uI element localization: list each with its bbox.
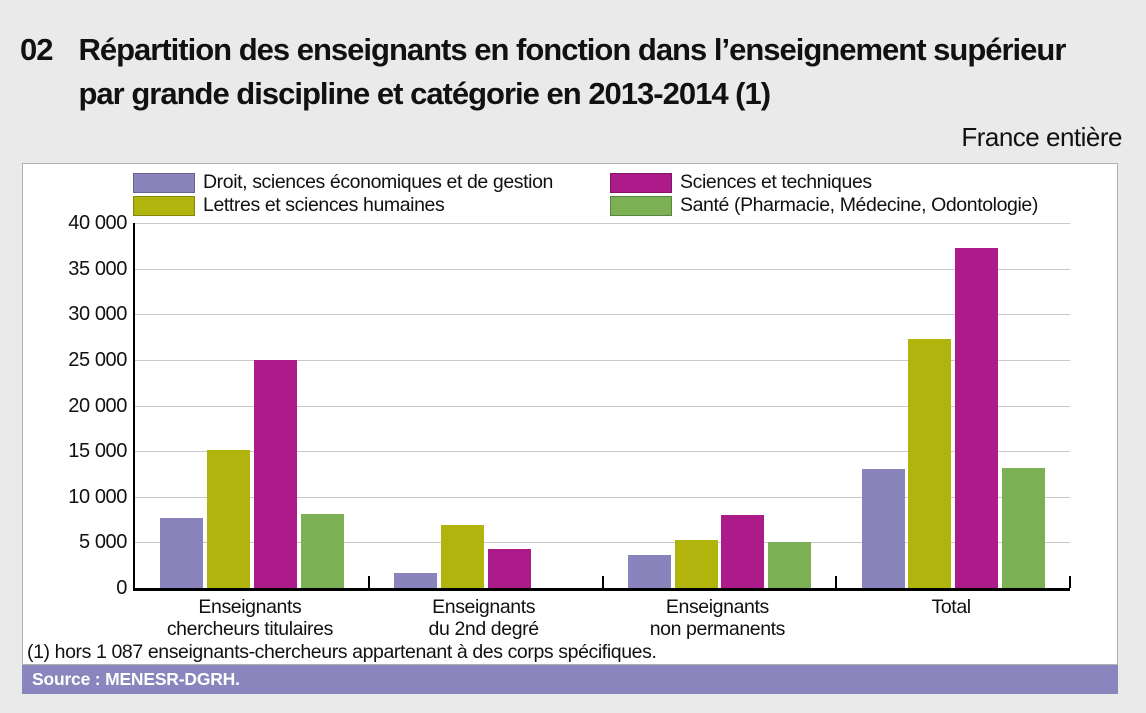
gridline [135,223,1070,224]
x-category-label-line: non permanents [649,617,786,640]
x-category-label-line: Enseignants [665,596,769,618]
chart-header: 02 Répartition des enseignants en foncti… [20,28,1098,116]
plot-area [133,223,1071,591]
legend-label: Lettres et sciences humaines [203,194,445,216]
gridline [135,359,1070,361]
legend-item: Santé (Pharmacie, Médecine, Odontologie) [610,194,1038,217]
figure-number: 02 [20,32,53,67]
bar-slot [486,223,533,588]
bar-slot [439,223,486,588]
chart-panel: Droit, sciences économiques et de gestio… [22,163,1118,665]
region-label: France entière [961,122,1122,152]
bar [487,548,531,588]
x-category-label: Enseignants du 2nd degré [367,596,601,640]
bar-group [603,223,837,588]
legend-swatch [133,195,195,216]
bar-slot [392,223,439,588]
legend-label: Droit, sciences économiques et de gestio… [203,171,553,193]
bar-slot [1000,223,1047,588]
legend-item: Sciences et techniques [610,171,1038,194]
bar-group [836,223,1070,588]
page-title: Répartition des enseignants en fonction … [78,32,1066,111]
bar-slot [299,223,346,588]
bar [955,247,998,588]
bar [253,359,297,588]
y-tick-label: 0 [116,577,127,599]
legend-label: Santé (Pharmacie, Médecine, Odontologie) [680,194,1038,216]
bar [440,525,484,588]
bar-slot [158,223,205,588]
bar-group [369,223,603,588]
bar [160,517,204,588]
legend-swatch [610,195,672,216]
legend-column-right: Sciences et techniques Santé (Pharmacie, … [610,171,1038,217]
legend-swatch [133,172,195,193]
x-category-label-line: Enseignants [432,596,536,618]
x-category-label: Total [834,596,1068,619]
chart-panel-wrap: Droit, sciences économiques et de gestio… [22,163,1118,694]
bar [207,450,250,588]
bar-slot [626,223,673,588]
gridline [135,405,1070,407]
x-axis-tick [1069,576,1071,588]
x-axis-tick [601,576,604,588]
bar [861,469,905,588]
footnote: (1) hors 1 087 enseignants-chercheurs ap… [27,641,657,663]
legend-column-left: Droit, sciences économiques et de gestio… [133,171,553,217]
gridline [135,542,1070,544]
y-tick-label: 25 000 [68,348,127,371]
bar [394,572,437,588]
bar [908,338,952,588]
bar [300,514,344,588]
bar-slot [860,223,907,588]
y-tick-label: 5 000 [78,531,127,554]
bar [1001,468,1045,588]
legend-item: Droit, sciences économiques et de gestio… [133,171,553,194]
legend-label: Sciences et techniques [680,171,872,193]
bar [768,542,811,588]
x-category-label: Enseignants non permanents [601,596,835,640]
legend-swatch [610,172,672,193]
x-category-label-line: Enseignants [198,596,302,618]
gridline [135,451,1070,453]
bar-group [135,223,369,588]
x-category-label-line: chercheurs titulaires [166,617,333,640]
x-category-label-line: du 2nd degré [428,617,540,640]
bar-slot [719,223,766,588]
bar-slot [953,223,1000,588]
y-tick-label: 30 000 [68,303,127,326]
bar [721,515,765,588]
bar-slot [673,223,720,588]
x-category-label-line: Total [931,596,972,618]
gridline [135,314,1070,316]
source-bar: Source : MENESR-DGRH. [22,665,1118,694]
legend-item: Lettres et sciences humaines [133,194,553,217]
y-tick-label: 40 000 [68,212,127,234]
gridline [135,268,1070,270]
gridline [135,496,1070,498]
x-axis-tick [835,576,838,588]
x-category-label: Enseignants chercheurs titulaires [133,596,367,640]
bar-slot [906,223,953,588]
bar-slot [205,223,252,588]
bar [674,539,718,588]
bar-slot [766,223,813,588]
x-axis-tick [367,576,370,588]
y-tick-label: 10 000 [68,485,127,508]
bar [627,555,671,588]
y-tick-label: 35 000 [68,257,127,280]
y-tick-label: 20 000 [68,394,127,417]
y-tick-label: 15 000 [68,440,127,463]
bar-slot [252,223,299,588]
bar-slot [532,223,579,588]
